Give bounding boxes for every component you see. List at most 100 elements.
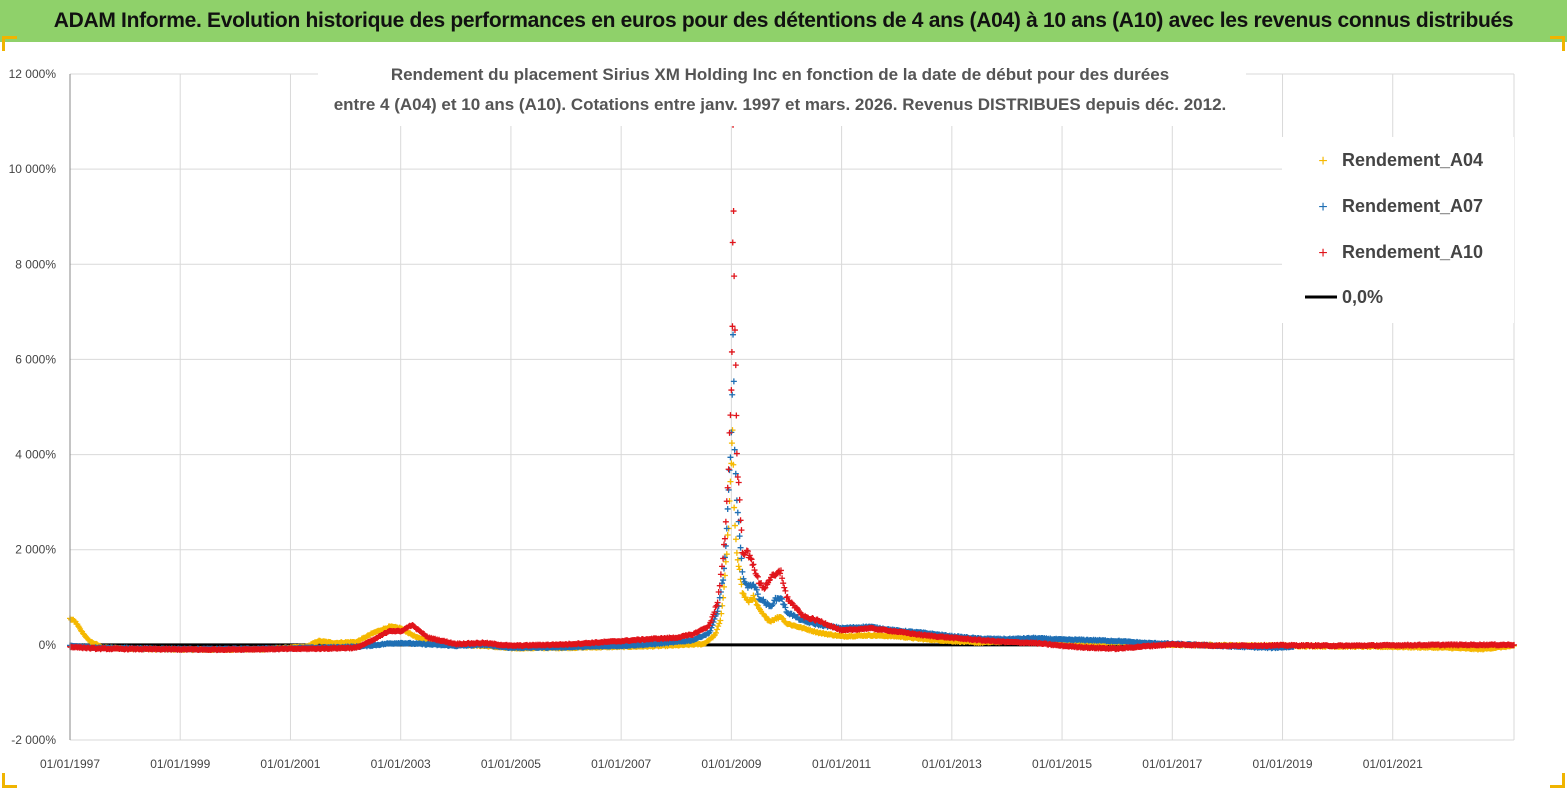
scatter-point-rendement_a07 [720,577,727,584]
scatter-point-rendement_a10 [728,348,735,355]
scatter-point-rendement_a04 [780,615,787,622]
scatter-point-rendement_a04 [722,558,729,565]
scatter-point-rendement_a10 [738,527,745,534]
scatter-point-rendement_a04 [721,572,728,579]
scatter-point-rendement_a07 [724,505,731,512]
frame-corner-bottom-right [1550,773,1565,788]
legend-marker-a07: + [1318,199,1327,216]
scatter-point-rendement_a10 [711,609,718,616]
scatter-point-rendement_a04 [750,592,757,599]
chart-title: Rendement du placement Sirius XM Holding… [318,56,1246,126]
scatter-point-rendement_a10 [722,518,729,525]
scatter-point-rendement_a10 [762,584,769,591]
scatter-point-rendement_a10 [728,387,735,394]
scatter-point-rendement_a07 [753,586,760,593]
scatter-point-rendement_a10 [748,556,755,563]
scatter-point-rendement_a07 [779,595,786,602]
scatter-point-rendement_a10 [727,412,734,419]
axes: -2 000% 0% 2 000% 4 000% 6 000% 8 000% 10 000%… [9,67,1423,771]
scatter-point-rendement_a10 [729,323,736,330]
scatter-point-rendement_a10 [721,535,728,542]
scatter-point-rendement_a10 [749,562,756,569]
x-tick-label: 01/01/2009 [701,757,761,771]
scatter-point-rendement_a04 [779,614,786,621]
scatter-point-rendement_a07 [730,378,737,385]
report-title: ADAM Informe. Evolution historique des p… [53,9,1514,32]
scatter-point-rendement_a07 [760,596,767,603]
chart-title-line-2: entre 4 (A04) et 10 ans (A10). Cotations… [334,95,1227,114]
scatter-point-rendement_a10 [735,479,742,486]
scatter-point-rendement_a07 [754,591,761,598]
y-tick-label: 2 000% [15,543,56,557]
scatter-point-rendement_a10 [724,484,731,491]
legend-marker-a04: + [1318,153,1327,170]
scatter-point-rendement_a10 [751,567,758,574]
scatter-point-rendement_a10 [736,496,743,503]
scatter-point-rendement_a07 [764,599,771,606]
y-tick-label: 12 000% [9,67,57,81]
scatter-point-rendement_a04 [754,602,761,609]
x-tick-label: 01/01/2011 [812,757,871,771]
chart-title-background [318,56,1246,126]
scatter-point-rendement_a07 [770,601,777,608]
scatter-point-rendement_a07 [723,525,730,532]
scatter-point-rendement_a10 [780,580,787,587]
scatter-point-rendement_a04 [714,626,721,633]
scatter-point-rendement_a10 [733,412,740,419]
scatter-point-rendement_a07 [740,575,747,582]
x-tick-label: 01/01/2007 [591,757,651,771]
legend-marker-a10: + [1318,245,1327,262]
scatter-point-rendement_a10 [777,567,784,574]
scatter-point-rendement_a10 [725,466,732,473]
scatter-point-rendement_a10 [781,584,788,591]
scatter-point-rendement_a10 [734,473,741,480]
scatter-point-rendement_a07 [707,627,714,634]
scatter-point-rendement_a10 [758,580,765,587]
scatter-point-rendement_a04 [716,620,723,627]
scatter-point-rendement_a07 [742,580,749,587]
x-tick-label: 01/01/2001 [260,757,320,771]
scatter-point-rendement_a04 [721,583,728,590]
scatter-point-rendement_a10 [708,617,715,624]
scatter-point-rendement_a10 [723,498,730,505]
scatter-point-rendement_a10 [713,602,720,609]
scatter-point-rendement_a10 [721,541,728,548]
scatter-point-rendement_a04 [735,563,742,570]
scatter-point-rendement_a04 [717,617,724,624]
scatter-point-rendement_a07 [734,509,741,516]
x-tick-label: 01/01/2003 [371,757,431,771]
scatter-point-rendement_a10 [726,429,733,436]
scatter-point-rendement_a04 [712,629,719,636]
scatter-point-rendement_a07 [727,454,734,461]
chart-title-line-1: Rendement du placement Sirius XM Holding… [391,65,1169,84]
scatter-point-rendement_a04 [724,532,731,539]
scatter-point-rendement_a04 [740,590,747,597]
scatter-point-rendement_a07 [716,594,723,601]
scatter-point-rendement_a10 [768,574,775,581]
scatter-point-rendement_a10 [720,555,727,562]
scatter-point-rendement_a07 [737,544,744,551]
scatter-point-rendement_a07 [781,601,788,608]
scatter-point-rendement_a04 [732,536,739,543]
scatter-point-rendement_a10 [732,362,739,369]
scatter-point-rendement_a04 [733,549,740,556]
scatter-point-rendement_a10 [779,575,786,582]
x-tick-label: 01/01/1997 [40,757,100,771]
scatter-point-rendement_a04 [739,590,746,597]
scatter-point-rendement_a04 [738,581,745,588]
x-tick-label: 01/01/2017 [1142,757,1202,771]
scatter-point-rendement_a04 [730,461,737,468]
legend-label-a10: Rendement_A10 [1342,242,1483,262]
scatter-point-rendement_a10 [784,593,791,600]
scatter-point-rendement_a10 [729,239,736,246]
x-tick-label: 01/01/1999 [150,757,210,771]
y-tick-label: 10 000% [9,162,57,176]
frame-corner-bottom-left [2,773,17,788]
scatter-point-rendement_a07 [736,533,743,540]
y-tick-label: 4 000% [15,448,56,462]
scatter-point-rendement_a10 [1511,641,1517,648]
scatter-point-rendement_a10 [717,571,724,578]
scatter-point-rendement_a07 [729,391,736,398]
scatter-point-rendement_a10 [737,517,744,524]
scatter-point-rendement_a10 [731,273,738,280]
